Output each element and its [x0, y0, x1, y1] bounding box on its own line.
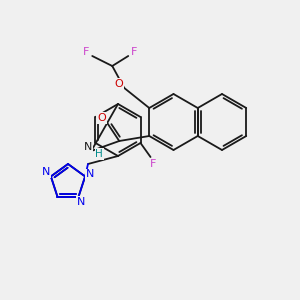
Text: F: F: [131, 47, 137, 57]
Text: N: N: [42, 167, 50, 177]
Text: O: O: [97, 113, 106, 123]
Text: F: F: [83, 47, 89, 57]
Text: N: N: [84, 142, 92, 152]
Text: N: N: [86, 169, 94, 179]
Text: N: N: [76, 196, 85, 207]
Text: H: H: [95, 149, 103, 159]
Text: F: F: [150, 159, 157, 169]
Text: O: O: [114, 79, 123, 89]
